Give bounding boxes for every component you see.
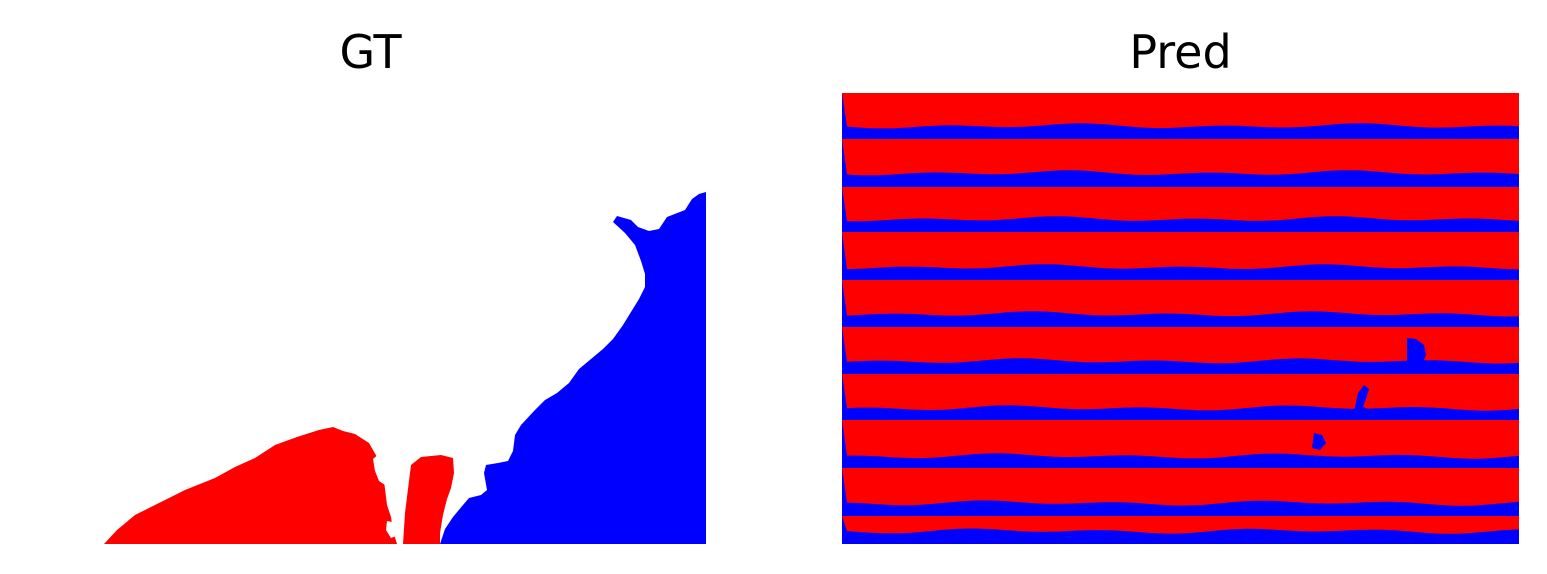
gt-hole-1 [373, 453, 389, 485]
pred-red-band [842, 93, 1519, 129]
gt-blue-region [440, 192, 706, 544]
pred-red-band [842, 374, 1519, 411]
pred-blue-blob-1 [1407, 338, 1432, 367]
gt-red-region [104, 427, 397, 544]
pred-red-band [842, 516, 1519, 534]
gt-panel-title: GT [339, 25, 402, 79]
pred-blue-blob-2 [1354, 385, 1374, 411]
pred-red-band [842, 327, 1519, 364]
pred-red-band [842, 232, 1519, 270]
pred-red-band [842, 420, 1519, 459]
pred-blue-blob-3 [1312, 433, 1326, 450]
pred-red-band [842, 468, 1519, 506]
gt-mask-image [35, 93, 706, 544]
pred-red-bands [842, 93, 1519, 534]
pred-red-band [842, 187, 1519, 222]
gt-hole-3 [386, 521, 399, 538]
pred-red-band [842, 280, 1519, 317]
gt-hole-2 [393, 465, 407, 507]
pred-red-band [842, 139, 1519, 176]
pred-mask-image [842, 93, 1519, 544]
pred-panel-title: Pred [1129, 25, 1232, 79]
gt-red-block [403, 455, 454, 544]
